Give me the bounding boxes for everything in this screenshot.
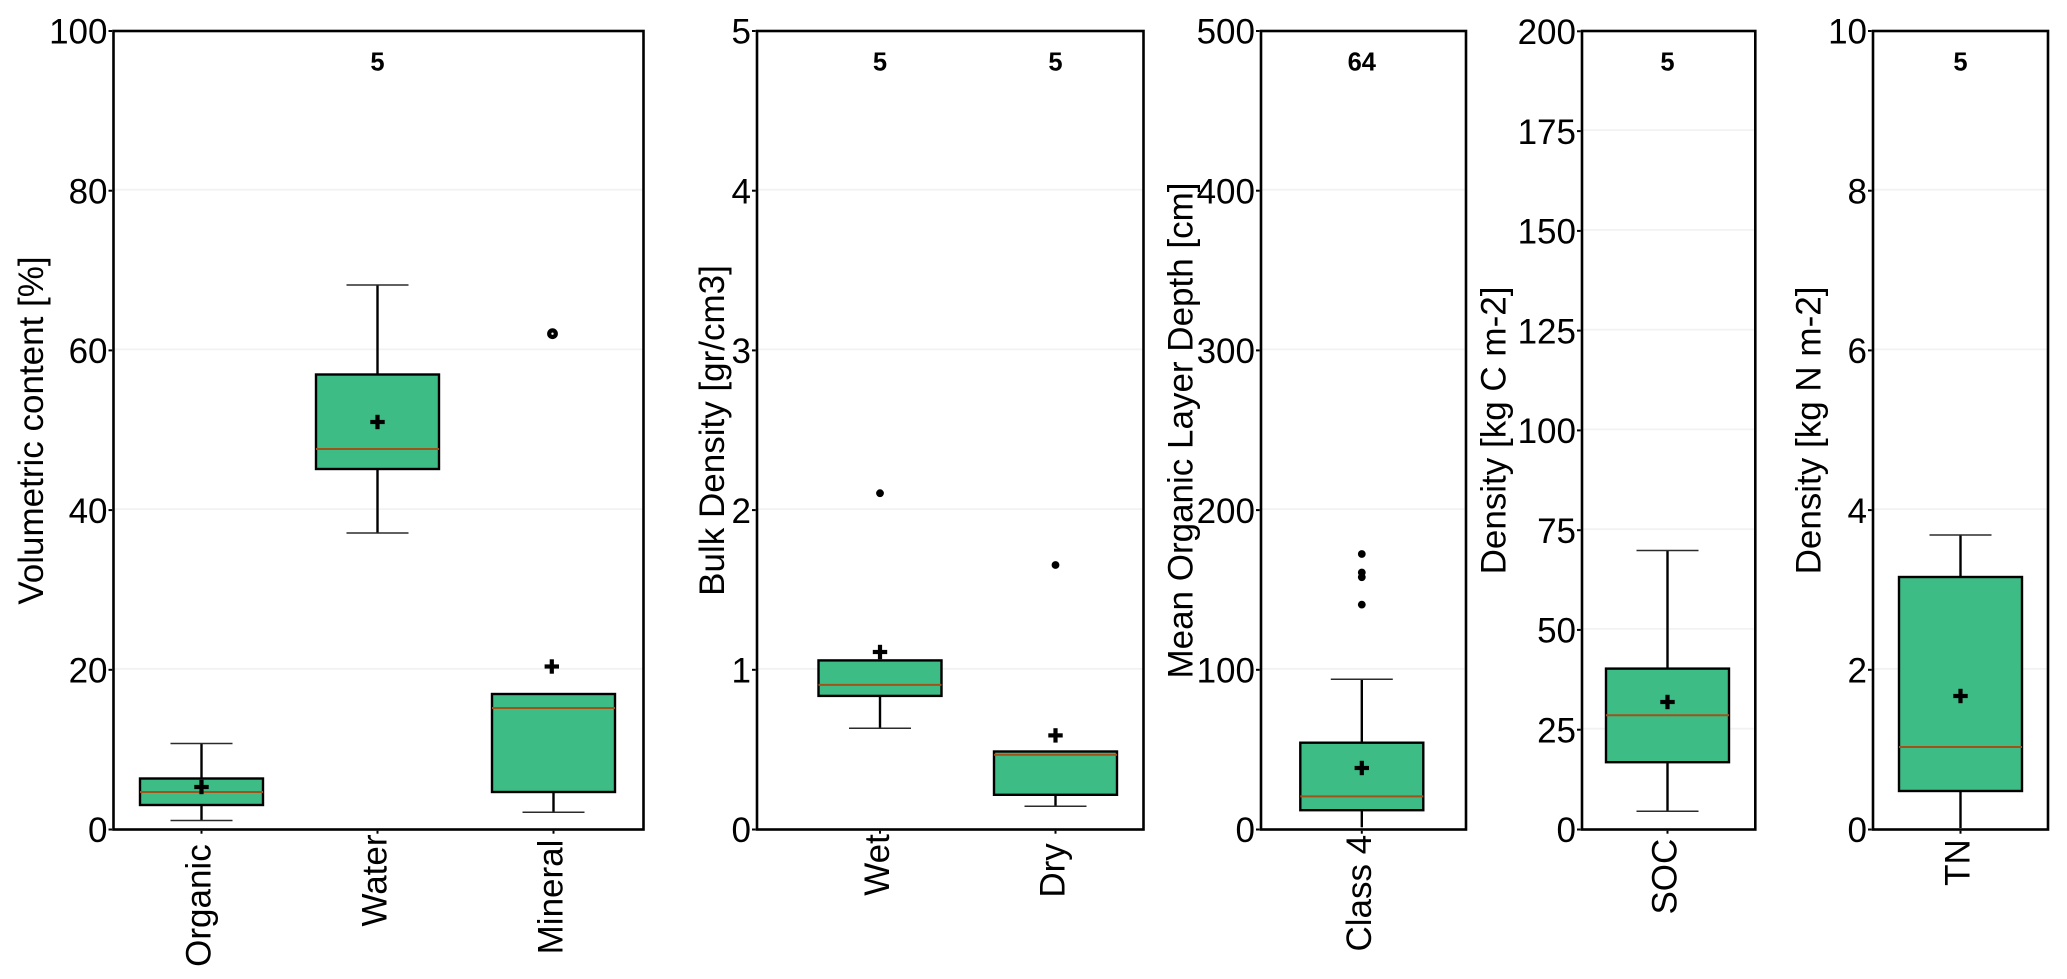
svg-text:TN: TN bbox=[1939, 839, 1978, 886]
svg-text:Dry: Dry bbox=[1034, 843, 1073, 898]
svg-text:64: 64 bbox=[1348, 49, 1377, 77]
svg-text:Density [kg C m-2]: Density [kg C m-2] bbox=[1475, 287, 1514, 575]
svg-text:150: 150 bbox=[1518, 213, 1576, 252]
svg-text:Organic: Organic bbox=[180, 844, 219, 967]
svg-text:Bulk Density [gr/cm3]: Bulk Density [gr/cm3] bbox=[693, 265, 732, 596]
svg-text:175: 175 bbox=[1518, 113, 1576, 152]
svg-text:10: 10 bbox=[1828, 13, 1867, 52]
svg-text:0: 0 bbox=[1557, 811, 1576, 850]
svg-text:Density [kg N m-2]: Density [kg N m-2] bbox=[1790, 287, 1829, 575]
svg-text:3: 3 bbox=[732, 332, 751, 371]
svg-text:50: 50 bbox=[1537, 612, 1576, 651]
svg-text:200: 200 bbox=[1197, 492, 1255, 531]
svg-text:100: 100 bbox=[1518, 412, 1576, 451]
svg-text:80: 80 bbox=[69, 172, 108, 211]
svg-text:5: 5 bbox=[1048, 49, 1062, 77]
svg-text:Water: Water bbox=[356, 834, 395, 926]
svg-text:60: 60 bbox=[69, 332, 108, 371]
svg-text:5: 5 bbox=[370, 49, 384, 77]
svg-text:200: 200 bbox=[1518, 13, 1576, 52]
svg-text:20: 20 bbox=[69, 652, 108, 691]
svg-text:6: 6 bbox=[1848, 332, 1867, 371]
svg-text:5: 5 bbox=[1660, 49, 1674, 77]
svg-text:0: 0 bbox=[1848, 811, 1867, 850]
svg-text:100: 100 bbox=[1197, 652, 1255, 691]
svg-text:400: 400 bbox=[1197, 172, 1255, 211]
svg-text:4: 4 bbox=[1848, 492, 1867, 531]
svg-text:500: 500 bbox=[1197, 13, 1255, 52]
svg-text:8: 8 bbox=[1848, 172, 1867, 211]
svg-text:125: 125 bbox=[1518, 312, 1576, 351]
svg-text:SOC: SOC bbox=[1646, 839, 1685, 915]
svg-text:0: 0 bbox=[732, 811, 751, 850]
svg-text:25: 25 bbox=[1537, 711, 1576, 750]
svg-text:40: 40 bbox=[69, 492, 108, 531]
svg-text:Wet: Wet bbox=[858, 834, 897, 896]
svg-text:2: 2 bbox=[732, 492, 751, 531]
svg-text:Mineral: Mineral bbox=[532, 840, 571, 955]
svg-text:5: 5 bbox=[732, 13, 751, 52]
svg-text:2: 2 bbox=[1848, 652, 1867, 691]
svg-text:0: 0 bbox=[88, 811, 107, 850]
svg-text:4: 4 bbox=[732, 172, 751, 211]
svg-text:100: 100 bbox=[49, 13, 107, 52]
svg-text:1: 1 bbox=[732, 652, 751, 691]
svg-text:5: 5 bbox=[873, 49, 887, 77]
svg-text:Mean Organic Layer Depth [cm]: Mean Organic Layer Depth [cm] bbox=[1162, 182, 1201, 678]
svg-text:75: 75 bbox=[1537, 512, 1576, 551]
svg-text:Volumetric content [%]: Volumetric content [%] bbox=[12, 256, 51, 604]
svg-text:300: 300 bbox=[1197, 332, 1255, 371]
svg-text:Class 4: Class 4 bbox=[1340, 835, 1379, 952]
svg-text:5: 5 bbox=[1953, 49, 1967, 77]
svg-text:0: 0 bbox=[1236, 811, 1255, 850]
